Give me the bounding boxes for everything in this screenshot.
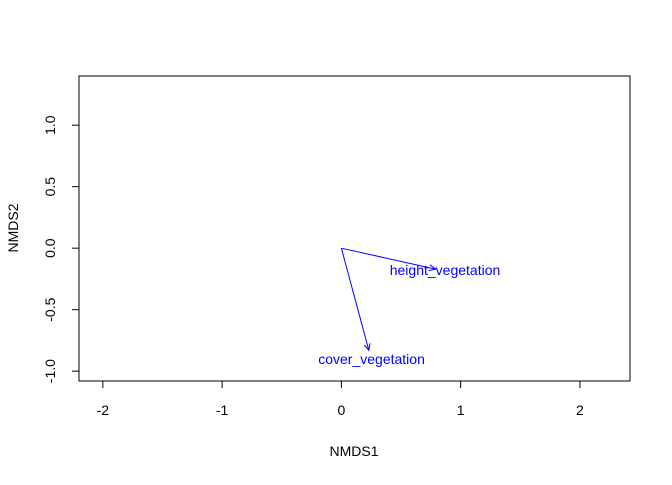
x-tick-label: 2 [576,402,584,418]
x-tick-label: 1 [457,402,465,418]
x-tick-label: -1 [216,402,229,418]
vector-label: height_vegetation [390,262,501,278]
y-tick-label: -1.0 [42,359,58,383]
vector-arrowhead [363,343,371,352]
plot-frame [78,75,631,382]
vectors-layer: height_vegetation cover_vegetation [318,247,501,367]
x-tick-label: 0 [337,402,345,418]
y-tick-label: -0.5 [42,297,58,321]
vector-shaft [341,247,436,270]
vector-label: cover_vegetation [318,351,425,367]
y-tick-label: 1.0 [42,115,58,135]
x-tick-label: -2 [97,402,110,418]
y-tick-label: 0.5 [42,177,58,197]
y-tick-label: 0.0 [42,238,58,258]
y-axis: -1.0 -0.5 0.0 0.5 1.0 [42,115,80,383]
vector-height-vegetation: height_vegetation [341,247,501,278]
vector-arrowhead [428,264,437,272]
vector-cover-vegetation: cover_vegetation [318,248,425,367]
x-axis: -2 -1 0 1 2 [97,380,584,418]
vector-shaft [340,248,370,351]
y-axis-title: NMDS2 [5,203,21,252]
x-axis-title: NMDS1 [329,443,378,459]
